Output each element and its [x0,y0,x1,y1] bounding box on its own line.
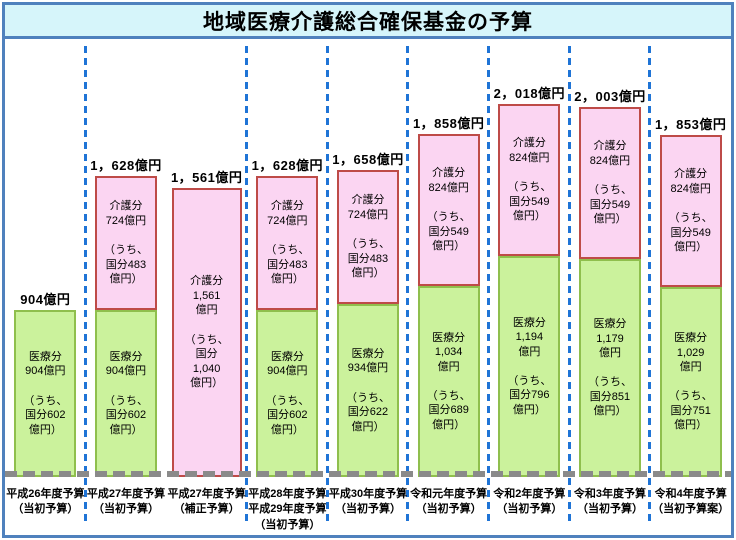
bar-segment-label: 医療分 904億円 （うち、 国分602 億円） [23,350,68,436]
bar-stack: 介護分 724億円 （うち、 国分483 億円） 医療分 904億円 （うち、 国… [94,176,157,477]
group-separator-line [406,46,410,523]
bar-stack: 介護分 824億円 （うち、 国分549 億円） 医療分 1,179 億円 （うち… [578,107,641,477]
group-separator-line [567,46,571,523]
bar-column: 2，003億円介護分 824億円 （うち、 国分549 億円） 医療分 1,179… [570,39,651,535]
x-axis-label: 令和3年度予算 （当初予算） [573,488,647,516]
x-axis-label: 平成28年度予算 平成29年度予算 （当初予算） [248,488,327,531]
bar-stack: 介護分 1,561 億円 （うち、 国分 1,040 億円） [171,188,242,477]
title-band: 地域医療介護総合確保基金の予算 [5,5,731,39]
bar-segment-label: 介護分 724億円 （うち、 国分483 億円） [345,194,390,280]
bar-stack: 介護分 724億円 （うち、 国分483 億円） 医療分 934億円 （うち、 国… [336,170,399,477]
group-separator-line [325,46,329,523]
bar-total-label: 1，628億円 [251,158,324,173]
bar-segment-medical: 医療分 934億円 （うち、 国分622 億円） [336,304,399,477]
bar-total-label: 904億円 [20,292,71,307]
bar-total-label: 1，658億円 [332,152,404,167]
bar-segment-label: 医療分 1,194 億円 （うち、 国分796 億円） [507,316,552,416]
separator-layer [5,39,731,535]
bar-total-label: 2，018億円 [493,86,566,101]
bar-segment-label: 介護分 824億円 （うち、 国分549 億円） [426,167,471,253]
bar-total-label: 2，003億円 [574,89,646,104]
bar-segment-medical: 医療分 904億円 （うち、 国分602 億円） [14,310,77,477]
bar-segment-medical: 医療分 904億円 （うち、 国分602 億円） [256,310,319,477]
bar-segment-label: 医療分 904億円 （うち、 国分602 億円） [265,350,310,436]
bar-column: 1，858億円介護分 824億円 （うち、 国分549 億円） 医療分 1,034… [408,39,489,535]
bar-segment-label: 介護分 724億円 （うち、 国分483 億円） [103,200,148,286]
x-axis-label: 令和元年度予算 （当初予算） [410,488,488,516]
bar-segment-label: 医療分 934億円 （うち、 国分622 億円） [345,347,390,433]
bar-column: 1，853億円介護分 824億円 （うち、 国分549 億円） 医療分 1,029… [650,39,731,535]
x-axis-label: 令和4年度予算 （当初予算案） [652,488,730,516]
bar-segment-care: 介護分 824億円 （うち、 国分549 億円） [578,107,641,259]
bar-segment-label: 医療分 1,029 億円 （うち、 国分751 億円） [668,332,713,432]
bar-segment-care: 介護分 824億円 （うち、 国分549 億円） [498,104,561,256]
bar-segment-care: 介護分 724億円 （うち、 国分483 億円） [94,176,157,310]
chart-title: 地域医療介護総合確保基金の予算 [203,10,533,34]
x-axis-label: 令和2年度予算 （当初予算） [493,488,566,516]
x-axis-baseline [5,471,731,477]
bar-stack: 介護分 824億円 （うち、 国分549 億円） 医療分 1,034 億円 （うち… [417,134,480,477]
bar-segment-medical: 医療分 1,029 億円 （うち、 国分751 億円） [659,287,722,477]
bar-segment-medical: 医療分 1,179 億円 （うち、 国分851 億円） [578,259,641,477]
bar-total-label: 1，853億円 [654,117,727,132]
bar-columns-layer: 904億円医療分 904億円 （うち、 国分602 億円） 平成26年度予算 （当… [5,39,731,535]
plot-area: 904億円医療分 904億円 （うち、 国分602 億円） 平成26年度予算 （当… [5,39,731,535]
bar-segment-label: 医療分 1,034 億円 （うち、 国分689 億円） [426,331,471,431]
bar-stack: 介護分 824億円 （うち、 国分549 億円） 医療分 1,029 億円 （うち… [659,135,722,477]
x-axis-label: 平成27年度予算 （当初予算） [86,488,166,516]
bar-total-label: 1，858億円 [412,116,485,131]
bar-segment-care: 介護分 824億円 （うち、 国分549 億円） [659,135,722,287]
bar-column: 1，658億円介護分 724億円 （うち、 国分483 億円） 医療分 934億円… [328,39,409,535]
bar-segment-medical: 医療分 904億円 （うち、 国分602 億円） [94,310,157,477]
group-separator-line [487,46,490,523]
group-separator-line [83,46,87,523]
bar-stack: 介護分 724億円 （うち、 国分483 億円） 医療分 904億円 （うち、 国… [256,176,319,477]
bar-segment-care: 介護分 824億円 （うち、 国分549 億円） [417,134,480,286]
bar-column: 1，561億円介護分 1,561 億円 （うち、 国分 1,040 億円） 平成2… [166,39,247,535]
bar-segment-label: 介護分 724億円 （うち、 国分483 億円） [265,200,310,286]
bar-total-label: 1，628億円 [90,158,162,173]
bar-stack: 介護分 824億円 （うち、 国分549 億円） 医療分 1,194 億円 （うち… [498,104,561,477]
bar-total-label: 1，561億円 [170,170,243,185]
bar-segment-medical: 医療分 1,194 億円 （うち、 国分796 億円） [498,256,561,477]
bar-segment-label: 介護分 824億円 （うち、 国分549 億円） [507,137,552,223]
x-axis-label: 平成30年度予算 （当初予算） [328,488,408,516]
bar-segment-label: 医療分 904億円 （うち、 国分602 億円） [103,350,148,436]
bar-column: 1，628億円介護分 724億円 （うち、 国分483 億円） 医療分 904億円… [247,39,328,535]
bar-stack: 医療分 904億円 （うち、 国分602 億円） [14,310,77,477]
bar-column: 2，018億円介護分 824億円 （うち、 国分549 億円） 医療分 1,194… [489,39,570,535]
bar-segment-label: 介護分 1,561 億円 （うち、 国分 1,040 億円） [184,275,229,390]
bar-segment-care: 介護分 724億円 （うち、 国分483 億円） [256,176,319,310]
x-axis-label: 平成27年度予算 （補正予算） [167,488,246,516]
group-separator-line [648,46,652,523]
bar-segment-label: 医療分 1,179 億円 （うち、 国分851 億円） [587,318,632,418]
bar-column: 904億円医療分 904億円 （うち、 国分602 億円） 平成26年度予算 （当… [5,39,86,535]
bar-column: 1，628億円介護分 724億円 （うち、 国分483 億円） 医療分 904億円… [86,39,167,535]
bar-segment-label: 介護分 824億円 （うち、 国分549 億円） [668,168,713,254]
bar-segment-medical: 医療分 1,034 億円 （うち、 国分689 億円） [417,286,480,477]
group-separator-line [245,46,248,523]
bar-segment-label: 介護分 824億円 （うち、 国分549 億円） [587,140,632,226]
x-axis-label: 平成26年度予算 （当初予算） [6,488,85,516]
bar-segment-care: 介護分 724億円 （うち、 国分483 億円） [336,170,399,304]
bar-segment-care: 介護分 1,561 億円 （うち、 国分 1,040 億円） [171,188,242,477]
